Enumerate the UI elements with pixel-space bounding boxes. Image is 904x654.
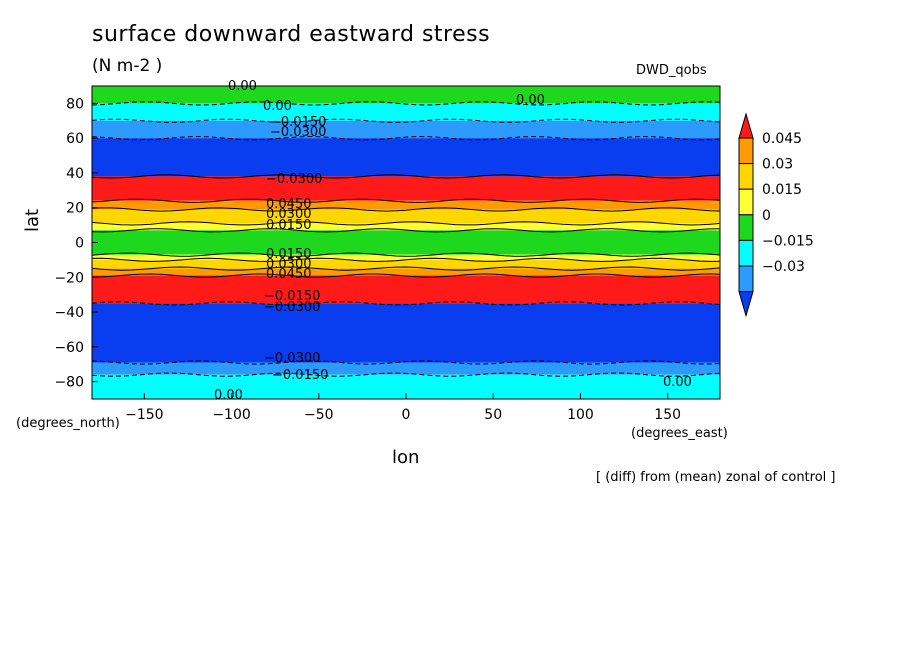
x-tick-label: 50 [484,407,502,423]
colorbar-swatch [738,265,754,293]
contour-label: −0.0300 [266,172,322,187]
contour-label: 0.0450 [266,267,312,282]
band-12 [92,275,720,304]
colorbar-label: 0 [762,208,771,224]
contour-line-3 [91,136,721,141]
units-label: (N m-2 ) [92,56,163,76]
contour-line-12 [91,273,721,278]
y-tick-label: 80 [66,96,84,112]
colorbar-bottom-arrow [738,291,754,318]
filled-bands [92,86,720,399]
contour-line-11 [91,266,721,271]
colorbar-swatch [738,214,754,241]
colorbar-label: 0.045 [762,131,802,147]
x-tick-label: −150 [125,407,163,423]
contour-label: 0.00 [663,375,692,390]
contour-label: 0.00 [228,79,257,94]
contour-label: 0.00 [263,99,292,114]
contour-label: −0.0300 [270,125,326,140]
band-5 [92,200,720,210]
axis-ticks: −150 −100 −50 0 50 100 150 −80 −60 −40 −20 0 20 40 60 8… [54,96,681,423]
contour-line-1 [91,101,721,106]
y-tick-label: −80 [54,375,84,391]
colorbar-swatch [738,163,754,190]
contour-label: 0.00 [214,388,243,403]
contour-label: −0.0300 [264,300,320,315]
y-tick-label: 40 [66,166,84,182]
colorbar-label: 0.015 [762,182,802,198]
x-unit-label: (degrees_east) [631,426,728,441]
contour-line-8 [91,228,721,233]
x-axis-title: lon [392,447,420,468]
contour-label: −0.0150 [264,289,320,304]
colorbar: 0.045 0.03 0.015 0 −0.015 −0.03 [738,112,814,318]
band-10 [92,259,720,269]
band-6 [92,209,720,224]
contour-lines [91,101,721,377]
band-3 [92,138,720,177]
contour-label: 0.0150 [266,247,312,262]
contour-label: −0.0150 [270,115,326,130]
x-tick-label: 0 [402,407,411,423]
colorbar-top-arrow [738,112,754,139]
x-tick-label: −100 [212,407,250,423]
contour-line-5 [91,198,721,203]
y-unit-label: (degrees_north) [16,416,120,431]
y-tick-label: −40 [54,305,84,321]
colorbar-label: −0.015 [762,233,814,249]
contour-labels: 0.000.00 0.00−0.0150−0.0300−0.03000.04500… [214,79,692,403]
colorbar-label: 0.03 [762,157,793,173]
band-1 [92,103,720,121]
y-axis-title: lat [22,208,43,232]
band-11 [92,268,720,276]
colorbar-swatch [738,188,754,216]
y-tick-label: −60 [54,340,84,356]
colorbar-swatch [738,239,754,267]
contour-label: 0.0300 [266,257,312,272]
contour-label: 0.00 [516,93,545,108]
band-4 [92,176,720,201]
band-14 [92,362,720,375]
dataset-label: DWD_qobs [636,63,707,78]
colorbar-swatch [738,137,754,165]
contour-line-14 [91,360,721,365]
contour-line-4 [91,174,721,179]
contour-line-13 [91,301,721,306]
colorbar-label: −0.03 [762,259,805,275]
band-7 [92,223,720,231]
band-8 [92,230,720,255]
x-tick-label: 100 [567,407,594,423]
y-tick-label: −20 [54,270,84,286]
contour-label: 0.0300 [266,207,312,222]
band-0 [92,86,720,104]
y-tick-label: 20 [66,201,84,217]
band-9 [92,254,720,260]
contour-line-9 [91,252,721,257]
chart-title: surface downward eastward stress [92,22,491,47]
contour-line-15 [91,372,721,377]
contour-line-10 [91,257,721,263]
x-tick-label: 150 [654,407,681,423]
band-13 [92,303,720,363]
contour-label: 0.0150 [266,218,312,233]
contour-label: −0.0300 [264,351,320,366]
contour-line-6 [91,207,721,212]
x-tick-label: −50 [304,407,334,423]
band-2 [92,120,720,139]
y-tick-label: 60 [66,131,84,147]
contour-line-7 [91,221,721,226]
y-tick-label: 0 [75,236,84,252]
contour-label: 0.0450 [266,197,312,212]
contour-label: −0.0150 [272,368,328,383]
footnote: [ (diff) from (mean) zonal of control ] [596,470,836,485]
contour-line-2 [91,118,721,123]
